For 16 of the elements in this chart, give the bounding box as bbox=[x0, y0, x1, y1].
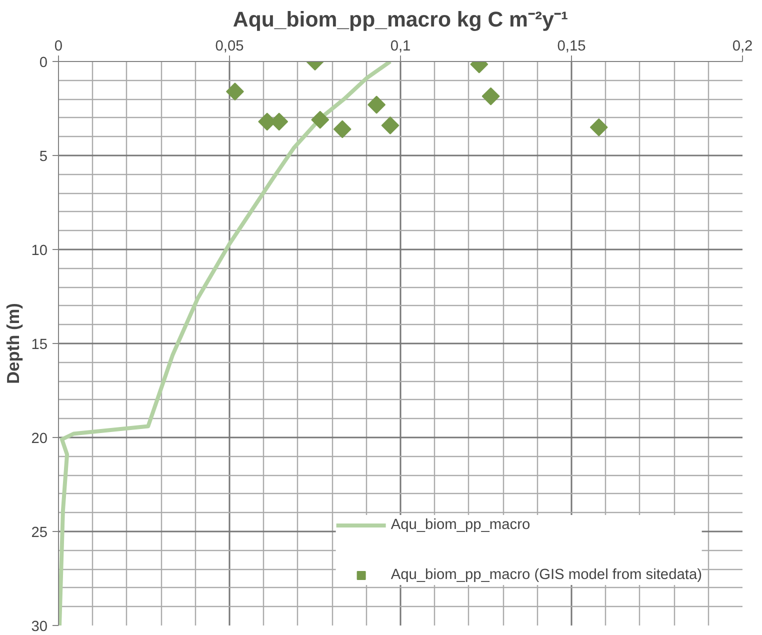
y-tick-label: 10 bbox=[31, 243, 48, 259]
legend-label: Aqu_biom_pp_macro (GIS model from sitedata) bbox=[390, 567, 702, 583]
y-tick-label: 25 bbox=[31, 525, 48, 541]
y-tick-label: 0 bbox=[39, 55, 48, 71]
x-tick-label: 0 bbox=[54, 38, 63, 54]
chart-title: Aqu_biom_pp_macro kg C m⁻²y⁻¹ bbox=[232, 8, 568, 32]
legend-label: Aqu_biom_pp_macro bbox=[390, 517, 532, 533]
y-axis-title: Depth (m) bbox=[3, 303, 24, 384]
x-tick-label: 0,1 bbox=[390, 38, 411, 54]
y-tick-label: 5 bbox=[39, 149, 48, 165]
y-tick-label: 30 bbox=[31, 619, 48, 635]
x-tick-label: 0,05 bbox=[215, 38, 244, 54]
x-tick-label: 0,15 bbox=[557, 38, 586, 54]
x-tick-label: 0,2 bbox=[732, 38, 753, 54]
y-tick-label: 20 bbox=[31, 431, 48, 447]
y-tick-label: 15 bbox=[31, 337, 48, 353]
